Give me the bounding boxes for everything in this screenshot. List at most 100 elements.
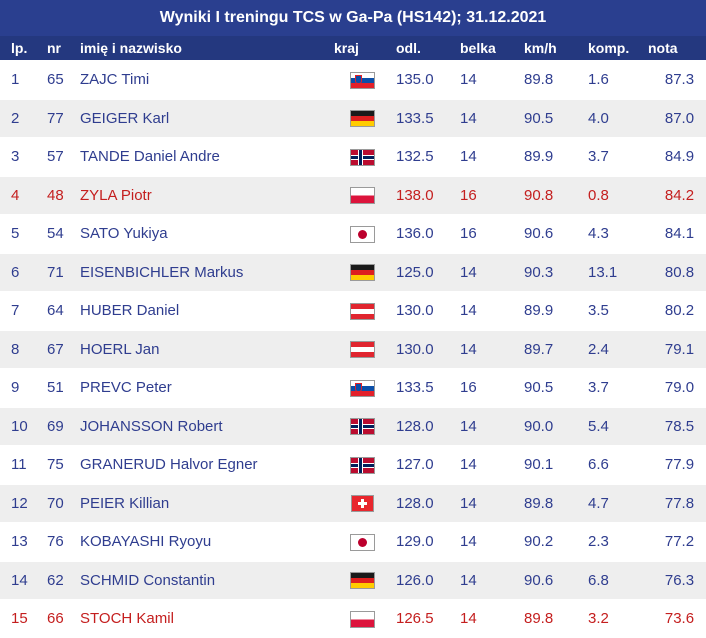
cell-nota: 80.8 <box>648 252 706 292</box>
cell-kraj <box>334 483 390 523</box>
cell-kraj <box>334 98 390 138</box>
cell-nota: 84.9 <box>648 137 706 176</box>
flag-pol-icon <box>349 187 375 205</box>
cell-odl: 132.5 <box>390 137 454 176</box>
cell-nr: 57 <box>36 137 72 176</box>
table-title: Wyniki I treningu TCS w Ga-Pa (HS142); 3… <box>0 0 706 36</box>
flag-slo-icon <box>349 71 375 89</box>
flag-ger-icon <box>349 110 375 128</box>
cell-lp: 12 <box>0 483 36 523</box>
cell-lp: 11 <box>0 445 36 484</box>
cell-nr: 64 <box>36 291 72 330</box>
flag-slo-icon <box>349 379 375 397</box>
cell-kraj <box>334 329 390 369</box>
table-row: 12 70 PEIER Killian 128.0 14 89.8 4.7 77… <box>0 483 706 523</box>
table-row: 9 51 PREVC Peter 133.5 16 90.5 3.7 79.0 <box>0 368 706 407</box>
cell-name: PREVC Peter <box>72 368 334 407</box>
cell-belka: 16 <box>454 175 518 215</box>
cell-odl: 133.5 <box>390 368 454 407</box>
cell-name: PEIER Killian <box>72 483 334 523</box>
table-row: 2 77 GEIGER Karl 133.5 14 90.5 4.0 87.0 <box>0 98 706 138</box>
cell-komp: 1.6 <box>582 60 648 99</box>
cell-komp: 3.7 <box>582 368 648 407</box>
cell-kraj <box>334 137 390 176</box>
cell-kmh: 90.6 <box>518 560 582 600</box>
column-header-row: lp. nr imię i nazwisko kraj odl. belka k… <box>0 36 706 61</box>
cell-nr: 77 <box>36 98 72 138</box>
cell-odl: 135.0 <box>390 60 454 99</box>
column-header-lp: lp. <box>0 36 36 61</box>
cell-komp: 5.4 <box>582 406 648 446</box>
cell-belka: 14 <box>454 329 518 369</box>
cell-lp: 5 <box>0 214 36 253</box>
cell-name: GRANERUD Halvor Egner <box>72 445 334 484</box>
cell-kmh: 89.8 <box>518 483 582 523</box>
cell-nr: 51 <box>36 368 72 407</box>
cell-nota: 77.8 <box>648 483 706 523</box>
cell-nr: 71 <box>36 252 72 292</box>
cell-kmh: 90.3 <box>518 252 582 292</box>
cell-nota: 78.5 <box>648 406 706 446</box>
table-row: 1 65 ZAJC Timi 135.0 14 89.8 1.6 87.3 <box>0 60 706 99</box>
table-title-row: Wyniki I treningu TCS w Ga-Pa (HS142); 3… <box>0 0 706 36</box>
column-header-nr: nr <box>36 36 72 61</box>
cell-kraj <box>334 291 390 330</box>
cell-nr: 69 <box>36 406 72 446</box>
cell-belka: 16 <box>454 214 518 253</box>
cell-odl: 138.0 <box>390 175 454 215</box>
column-header-nota: nota <box>648 36 706 61</box>
cell-komp: 6.8 <box>582 560 648 600</box>
column-header-komp: komp. <box>582 36 648 61</box>
cell-komp: 4.0 <box>582 98 648 138</box>
cell-komp: 3.5 <box>582 291 648 330</box>
cell-odl: 130.0 <box>390 329 454 369</box>
cell-nota: 84.1 <box>648 214 706 253</box>
cell-kraj <box>334 60 390 99</box>
cell-odl: 133.5 <box>390 98 454 138</box>
cell-kmh: 90.1 <box>518 445 582 484</box>
cell-odl: 136.0 <box>390 214 454 253</box>
cell-name: JOHANSSON Robert <box>72 406 334 446</box>
cell-name: SCHMID Constantin <box>72 560 334 600</box>
cell-name: TANDE Daniel Andre <box>72 137 334 176</box>
cell-belka: 14 <box>454 291 518 330</box>
cell-nota: 79.1 <box>648 329 706 369</box>
cell-name: HUBER Daniel <box>72 291 334 330</box>
cell-nota: 77.2 <box>648 522 706 561</box>
cell-nr: 54 <box>36 214 72 253</box>
table-row: 13 76 KOBAYASHI Ryoyu 129.0 14 90.2 2.3 … <box>0 522 706 561</box>
cell-kraj <box>334 368 390 407</box>
cell-kmh: 89.9 <box>518 291 582 330</box>
cell-name: HOERL Jan <box>72 329 334 369</box>
cell-kraj <box>334 252 390 292</box>
cell-nota: 77.9 <box>648 445 706 484</box>
cell-nr: 70 <box>36 483 72 523</box>
column-header-odl: odl. <box>390 36 454 61</box>
cell-belka: 14 <box>454 137 518 176</box>
cell-odl: 129.0 <box>390 522 454 561</box>
cell-komp: 2.3 <box>582 522 648 561</box>
cell-kmh: 89.9 <box>518 137 582 176</box>
cell-nota: 84.2 <box>648 175 706 215</box>
cell-name: SATO Yukiya <box>72 214 334 253</box>
cell-komp: 2.4 <box>582 329 648 369</box>
cell-name: EISENBICHLER Markus <box>72 252 334 292</box>
cell-belka: 14 <box>454 98 518 138</box>
table-row: 8 67 HOERL Jan 130.0 14 89.7 2.4 79.1 <box>0 329 706 369</box>
cell-belka: 16 <box>454 368 518 407</box>
column-header-name: imię i nazwisko <box>72 36 334 61</box>
cell-nr: 62 <box>36 560 72 600</box>
column-header-kraj: kraj <box>334 36 390 61</box>
cell-kmh: 89.7 <box>518 329 582 369</box>
cell-kraj <box>334 522 390 561</box>
cell-nr: 48 <box>36 175 72 215</box>
cell-lp: 3 <box>0 137 36 176</box>
cell-kmh: 90.6 <box>518 214 582 253</box>
flag-ger-icon <box>349 572 375 590</box>
cell-belka: 14 <box>454 60 518 99</box>
table-row: 5 54 SATO Yukiya 136.0 16 90.6 4.3 84.1 <box>0 214 706 253</box>
cell-kmh: 90.5 <box>518 98 582 138</box>
cell-lp: 13 <box>0 522 36 561</box>
cell-lp: 8 <box>0 329 36 369</box>
